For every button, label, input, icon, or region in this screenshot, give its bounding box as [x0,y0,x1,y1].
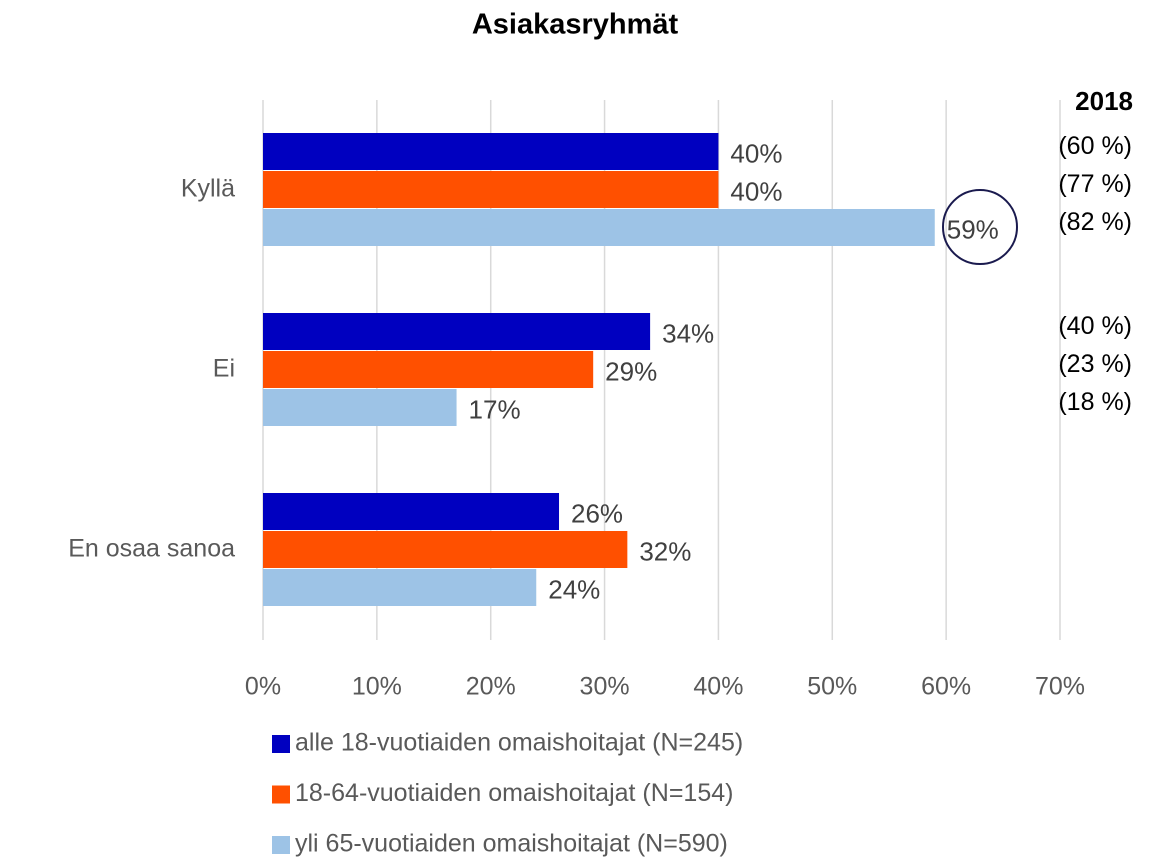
value-label: 17% [469,394,521,424]
bar [263,531,628,568]
comparison-label: (18 %) [1058,388,1132,416]
y-tick-label: En osaa sanoa [68,535,235,563]
comparison-title: 2018 [1075,86,1133,116]
comparison-label: (60 %) [1058,132,1132,160]
y-tick-label: Ei [213,355,235,383]
x-tick-label: 50% [807,673,857,701]
value-label: 24% [548,574,600,604]
chart-title: Asiakasryhmät [472,9,679,41]
bar [263,313,651,350]
comparison-label: (77 %) [1058,170,1132,198]
highlight-circle [942,189,1018,265]
comparison-label: (23 %) [1058,350,1132,378]
legend-label: 18-64-vuotiaiden omaishoitajat (N=154) [295,779,733,807]
value-label: 40% [730,138,782,168]
x-tick-label: 20% [466,673,516,701]
x-tick-label: 0% [245,673,281,701]
x-tick-label: 10% [352,673,402,701]
x-tick-label: 60% [921,673,971,701]
legend-swatch [272,785,290,804]
bar [263,351,594,388]
bar [263,493,560,530]
value-label: 59% [947,214,999,244]
bar [263,171,719,208]
x-tick-label: 40% [693,673,743,701]
value-label: 32% [639,536,691,566]
value-label: 29% [605,356,657,386]
bar [263,209,935,246]
legend-swatch [272,836,290,854]
bar [263,389,457,426]
value-label: 26% [571,498,623,528]
bar [263,133,719,170]
legend-label: alle 18-vuotiaiden omaishoitajat (N=245) [295,729,743,757]
value-label: 34% [662,318,714,348]
value-label: 40% [730,176,782,206]
legend-swatch [272,735,290,753]
comparison-label: (82 %) [1058,208,1132,236]
x-tick-label: 70% [1035,673,1085,701]
x-tick-label: 30% [580,673,630,701]
y-tick-label: Kyllä [181,175,235,203]
comparison-label: (40 %) [1058,312,1132,340]
bar [263,569,537,606]
legend-label: yli 65-vuotiaiden omaishoitajat (N=590) [295,830,728,858]
